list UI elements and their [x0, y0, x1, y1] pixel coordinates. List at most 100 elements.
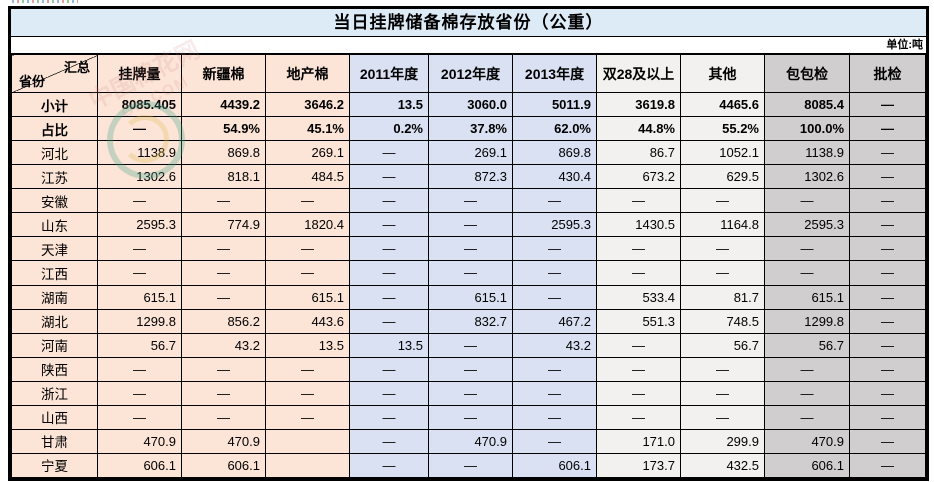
corner-header-cell: 汇总 省份	[11, 54, 98, 93]
table-cell: —	[349, 356, 429, 382]
table-cell: 2595.3	[764, 212, 850, 238]
table-cell: —	[764, 260, 850, 286]
column-header-6: 2013年度	[512, 54, 597, 93]
table-cell: 62.0%	[512, 116, 597, 142]
table-cell: —	[97, 260, 182, 286]
column-header-5: 2012年度	[428, 54, 513, 93]
row-label: 河北	[11, 140, 98, 166]
table-cell: —	[97, 116, 182, 142]
column-header-7: 双28及以上	[596, 54, 681, 93]
table-cell: 43.2	[512, 332, 597, 358]
table-cell: 615.1	[764, 284, 850, 310]
top-left-marks	[12, 0, 78, 3]
column-header-4: 2011年度	[349, 54, 429, 93]
table-cell: 1052.1	[680, 140, 765, 166]
row-label: 河南	[11, 332, 98, 358]
table-cell: 1164.8	[680, 212, 765, 238]
table-cell: 45.1%	[265, 116, 350, 142]
row-label: 江苏	[11, 164, 98, 190]
table-cell: —	[764, 356, 850, 382]
table-cell: 54.9%	[181, 116, 266, 142]
table-cell: —	[349, 212, 429, 238]
row-label: 湖北	[11, 308, 98, 334]
table-cell: —	[512, 188, 597, 214]
table-cell: —	[764, 236, 850, 262]
table-cell: 13.5	[265, 332, 350, 358]
table-cell	[265, 428, 350, 454]
table-cell: —	[849, 236, 926, 262]
table-cell: —	[512, 260, 597, 286]
table-cell: —	[512, 428, 597, 454]
table-cell: 1302.6	[764, 164, 850, 190]
table-cell: 55.2%	[680, 116, 765, 142]
table-cell: —	[849, 91, 926, 118]
table-cell: —	[428, 236, 513, 262]
table-cell: —	[265, 188, 350, 214]
table-cell: —	[596, 188, 681, 214]
table-row: 宁夏 606.1 606.1— —606.1 173.7 432.5 606.1—	[11, 452, 926, 479]
table-cell: —	[512, 236, 597, 262]
table-cell: —	[265, 260, 350, 286]
table-cell: 2595.3	[97, 212, 182, 238]
row-label: 占比	[11, 116, 98, 142]
table-cell: 1138.9	[764, 140, 850, 166]
table-cell: —	[181, 404, 266, 430]
table-cell: —	[181, 284, 266, 310]
row-label: 江西	[11, 260, 98, 286]
table-cell: —	[849, 284, 926, 310]
table-cell: 37.8%	[428, 116, 513, 142]
table-cell: 606.1	[97, 452, 182, 479]
table-cell: —	[512, 356, 597, 382]
table-cell: 13.5	[349, 332, 429, 358]
table-cell: —	[349, 428, 429, 454]
table-cell: —	[428, 380, 513, 406]
row-label: 湖南	[11, 284, 98, 310]
table-cell: 3619.8	[596, 91, 681, 118]
table-cell: 615.1	[97, 284, 182, 310]
table-cell: 869.8	[181, 140, 266, 166]
table-cell: 430.4	[512, 164, 597, 190]
table-cell: —	[596, 332, 681, 358]
column-header-1: 挂牌量	[97, 54, 182, 93]
table-cell: 173.7	[596, 452, 681, 479]
table-cell: 533.4	[596, 284, 681, 310]
corner-label-top: 汇总	[63, 60, 90, 75]
table-cell: 44.8%	[596, 116, 681, 142]
table-cell: —	[181, 380, 266, 406]
table-row: 江西 — — — — — — — — — —	[11, 260, 926, 286]
table-cell: —	[764, 380, 850, 406]
table-cell: —	[428, 188, 513, 214]
table-cell: 0.2%	[349, 116, 429, 142]
table-cell: —	[181, 188, 266, 214]
table-row: 湖南 615.1—615.1—615.1—533.4 81.7 615.1—	[11, 284, 926, 310]
table-cell: —	[596, 380, 681, 406]
table-cell: —	[428, 260, 513, 286]
table-cell: 818.1	[181, 164, 266, 190]
table-cell: 1299.8	[97, 308, 182, 334]
table-cell: —	[596, 356, 681, 382]
table-cell: —	[349, 380, 429, 406]
header-row: 汇总 省份 挂牌量 新疆棉 地产棉 2011年度 2012年度 2013年度 双28及以上其…	[11, 54, 926, 93]
table-row: 陕西 — — — — — — — — — —	[11, 356, 926, 382]
table-cell: 856.2	[181, 308, 266, 334]
table-row: 小计 8085.405 4439.2 3646.2 13.5 3060.0 5011.9 36…	[11, 91, 926, 118]
table-cell: 1430.5	[596, 212, 681, 238]
table-cell: 3646.2	[265, 91, 350, 118]
table-cell: —	[349, 284, 429, 310]
row-label: 安徽	[11, 188, 98, 214]
table-cell: 443.6	[265, 308, 350, 334]
table-cell: —	[849, 188, 926, 214]
table-cell: 673.2	[596, 164, 681, 190]
column-header-2: 新疆棉	[181, 54, 266, 93]
table-cell: —	[97, 236, 182, 262]
table-cell: —	[512, 380, 597, 406]
table-cell: —	[428, 332, 513, 358]
table-cell: —	[428, 356, 513, 382]
table-cell: —	[181, 260, 266, 286]
table-cell: 1138.9	[97, 140, 182, 166]
report-table-frame: 当日挂牌储备棉存放省份（公重） 单位:吨 汇总 省份 挂牌量 新疆棉 地产棉 2011…	[8, 6, 929, 481]
table-cell: 56.7	[680, 332, 765, 358]
table-cell: —	[596, 236, 681, 262]
row-label: 陕西	[11, 356, 98, 382]
table-cell: —	[349, 260, 429, 286]
